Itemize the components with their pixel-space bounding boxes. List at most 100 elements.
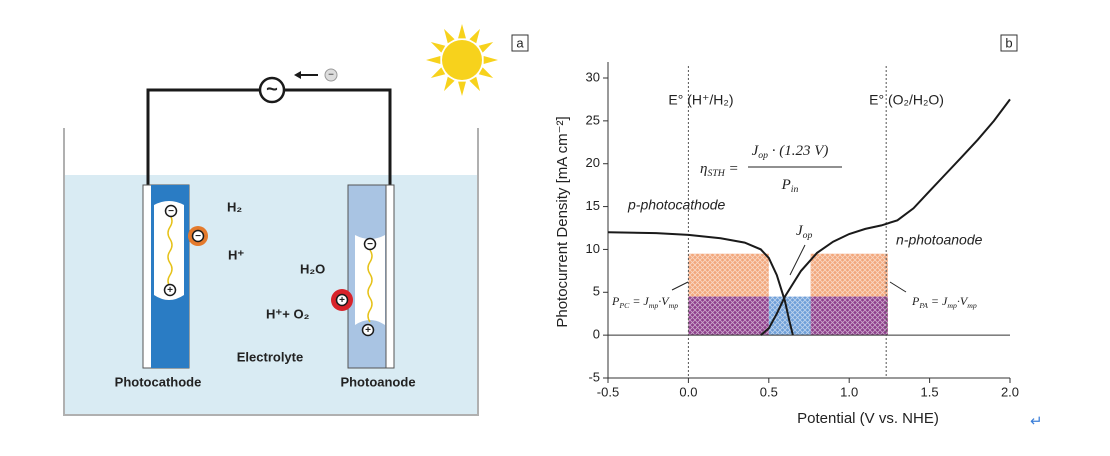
annotation-pointer (889, 281, 907, 293)
electrolyte-fill (64, 175, 478, 415)
beaker (63, 128, 479, 416)
formula-part: op (758, 150, 768, 161)
x-tick-label: 0.5 (760, 384, 778, 399)
y-tick-label: 5 (593, 284, 600, 299)
formula-part: mp (967, 301, 977, 310)
formula-part: mp (669, 301, 679, 310)
reference-label: E° (O₂/H₂O) (869, 92, 944, 108)
electrolyte-label: Electrolyte (237, 349, 303, 364)
formula: Jop · (1.23 V) (752, 143, 829, 161)
panel-label: b (1005, 35, 1012, 50)
charge-label: − (195, 231, 201, 242)
sun-ray (430, 42, 446, 53)
formula: Jop (796, 223, 813, 241)
sun-disc (442, 40, 482, 80)
annotation-pointer (789, 244, 806, 276)
formula-part: op (803, 230, 813, 241)
formula-part: P (911, 294, 920, 308)
charge-label: + (167, 285, 173, 296)
sun-ray (469, 76, 480, 92)
charge (335, 293, 349, 307)
charge (163, 283, 177, 297)
x-axis-label: Potential (V vs. NHE) (797, 410, 939, 427)
electrode-label: Photoanode (340, 374, 415, 389)
formula-part: PA (918, 301, 928, 310)
formula: ηSTH = (700, 161, 739, 179)
formula-part: mp (649, 301, 659, 310)
species-label: H⁺+ O₂ (266, 306, 310, 321)
electron-label: − (328, 70, 334, 81)
return-mark: ↵ (1030, 413, 1043, 430)
formula: PPA = Jmp·Vmp (911, 294, 977, 310)
panel-label: a (516, 35, 524, 50)
sun-ray (430, 67, 446, 78)
formula-part: ·V (957, 294, 969, 308)
sun-ray (483, 56, 498, 64)
species-label: H₂O (300, 261, 325, 276)
y-tick-label: 20 (586, 155, 600, 170)
y-tick-label: 10 (586, 241, 600, 256)
charge-label: − (367, 239, 373, 250)
formula-part: STH (707, 168, 725, 179)
panel-label-box (1000, 34, 1018, 52)
series-label: p-photocathode (627, 197, 726, 213)
sun-ray (478, 67, 494, 78)
plot: E° (H⁺/H₂) E° (O₂/H₂O) -5 0 5 10 15 20 25 30 -0.5 0… (586, 62, 1019, 399)
electrode-label: Photocathode (115, 374, 202, 389)
jv-curve (607, 231, 794, 336)
formula-part: η (700, 161, 707, 177)
y-tick-label: 25 (586, 112, 600, 127)
x-tick-label: 0.0 (679, 384, 697, 399)
y-tick-label: 15 (586, 198, 600, 213)
electron (324, 68, 338, 82)
panel-label-box (511, 34, 529, 52)
charge (363, 237, 377, 251)
formula-part: · (1.23 V) (768, 143, 828, 159)
charge (191, 229, 205, 243)
depletion-region (154, 201, 184, 300)
light-path (167, 214, 173, 288)
y-tick-label: 30 (586, 69, 600, 84)
y-tick-label: 0 (593, 327, 600, 342)
y-axis-label: Photocurrent Density [mA cm⁻²] (554, 116, 571, 327)
charges: − + − + − + (163, 204, 377, 337)
sun-ray (469, 28, 480, 44)
charge-label: + (339, 295, 345, 306)
formula-part: J (752, 143, 760, 159)
formula-part: P (781, 177, 791, 193)
hatch (810, 296, 888, 336)
series-label: n-photoanode (896, 232, 983, 248)
source-symbol (258, 76, 286, 104)
reference-label: E° (H⁺/H₂) (668, 92, 733, 108)
y-tick-label: -5 (588, 369, 600, 384)
formula-part: in (791, 184, 799, 195)
species-label: H₂ (227, 199, 242, 214)
sun-ray (426, 56, 441, 64)
hatch (688, 296, 769, 336)
species-label: H⁺ (228, 247, 244, 262)
sun-ray (458, 81, 466, 96)
x-tick-label: 1.0 (840, 384, 858, 399)
formula-part: J (796, 223, 804, 239)
sun (426, 24, 498, 96)
charge (361, 323, 375, 337)
charge (164, 204, 178, 218)
sun-ray (458, 24, 466, 39)
depletion-region (355, 235, 385, 325)
formula-part: PC (618, 301, 630, 310)
formula-part: mp (947, 301, 957, 310)
formula: PPC = Jmp·Vmp (611, 294, 678, 310)
formula-part: = J (629, 294, 649, 308)
photoanode-contact (385, 184, 395, 369)
formula: Pin (781, 177, 799, 195)
jv-curve (760, 98, 1011, 336)
charge-label: − (168, 206, 174, 217)
formula-part: = (725, 161, 739, 177)
charge-label: + (365, 325, 371, 336)
x-tick-label: 1.5 (921, 384, 939, 399)
formula-part: P (611, 294, 620, 308)
source-label: ~ (266, 78, 278, 100)
formula-part: ·V (658, 294, 670, 308)
